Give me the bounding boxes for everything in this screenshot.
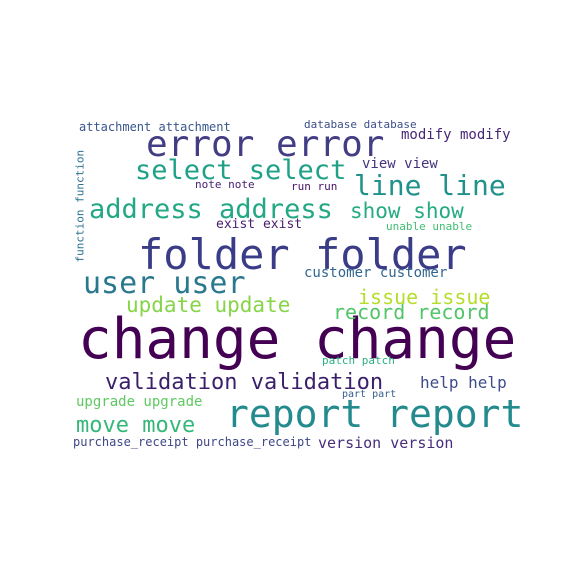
word-attachment: attachment attachment xyxy=(79,120,231,134)
word-address: address address xyxy=(89,194,333,225)
word-help: help help xyxy=(420,373,507,392)
word-database: database database xyxy=(304,118,417,131)
word-note: note note xyxy=(195,178,255,191)
word-record: record record xyxy=(333,300,490,324)
word-move: move move xyxy=(76,413,196,438)
word-line: line line xyxy=(354,169,506,202)
word-show: show show xyxy=(350,199,464,223)
word-version: version version xyxy=(318,434,454,452)
word-upgrade: upgrade upgrade xyxy=(76,394,203,410)
word-function: function function xyxy=(73,149,87,263)
word-validation: validation validation xyxy=(105,370,384,395)
word-exist: exist exist xyxy=(216,217,303,232)
word-view: view view xyxy=(362,156,438,172)
word-update: update update xyxy=(126,293,291,317)
word-part: part part xyxy=(342,389,397,400)
word-report: report report xyxy=(226,392,524,436)
word-customer: customer customer xyxy=(304,265,448,281)
word-folder: folder folder xyxy=(138,230,467,279)
word-change: change change xyxy=(78,307,517,372)
word-unable: unable unable xyxy=(386,220,473,233)
word-purchase-receipt: purchase_receipt purchase_receipt xyxy=(73,435,312,449)
word-modify: modify modify xyxy=(401,127,511,143)
word-patch: patch patch xyxy=(322,354,395,367)
word-error: error error xyxy=(146,124,385,165)
word-run: run run xyxy=(291,180,338,193)
word-user: user user xyxy=(83,266,246,301)
word-issue: issue issue xyxy=(358,285,491,309)
word-select: select select xyxy=(135,155,347,186)
